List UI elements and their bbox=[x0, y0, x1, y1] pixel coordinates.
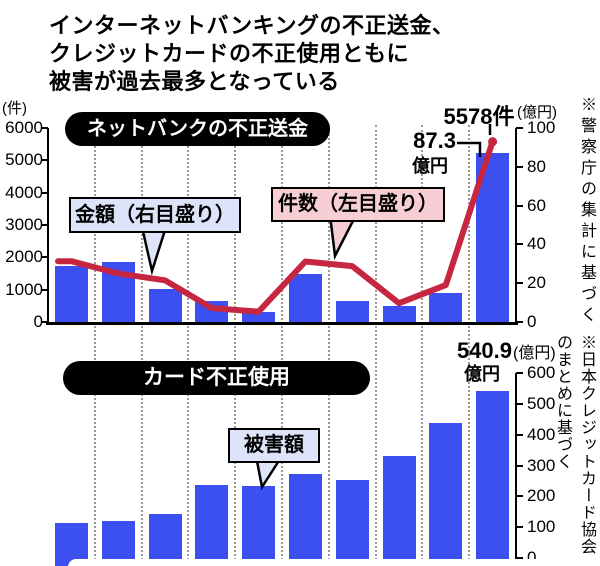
headline-line-1: インターネットバンキングの不正送金、 bbox=[49, 13, 455, 38]
top-right-axis-tick-label: 40 bbox=[527, 234, 546, 254]
bottom-right-axis-unit: (億円) bbox=[513, 345, 556, 362]
left-axis-tick-label: 6000 bbox=[5, 118, 43, 137]
gridline bbox=[234, 125, 237, 560]
bottom-right-axis-tick bbox=[516, 372, 523, 374]
bottom-right-axis-tick-label: 600 bbox=[527, 363, 556, 382]
top-right-axis-tick bbox=[516, 282, 523, 285]
left-axis-tick bbox=[41, 224, 48, 226]
peak-amount-value: 87.3 bbox=[413, 128, 456, 153]
damage-series-callout: 被害額 bbox=[228, 428, 320, 463]
top-right-axis-tick bbox=[516, 204, 523, 207]
left-axis-tick bbox=[41, 256, 48, 259]
gridline bbox=[281, 125, 283, 560]
top-right-axis-tick bbox=[516, 321, 523, 323]
bottom-right-axis-tick-label: 400 bbox=[527, 424, 556, 444]
bottom-bar bbox=[54, 522, 88, 566]
left-axis-tick-label: 5000 bbox=[5, 150, 43, 170]
left-axis-unit: (件) bbox=[2, 100, 27, 117]
bottom-bar bbox=[429, 423, 463, 566]
gridline bbox=[187, 125, 190, 560]
bottom-bar bbox=[288, 473, 322, 566]
gridline bbox=[421, 125, 424, 560]
gridline bbox=[140, 125, 143, 560]
top-right-axis-unit: (億円) bbox=[517, 104, 557, 121]
bottom-bar bbox=[382, 456, 416, 566]
left-axis-tick-label: 2000 bbox=[5, 247, 43, 267]
top-right-axis-tick-label: 80 bbox=[527, 156, 546, 176]
peak-amount-unit: 億円 bbox=[412, 156, 448, 176]
headline-line-3: 被害が過去最多となっている bbox=[49, 69, 340, 94]
left-axis-tick-label: 1000 bbox=[5, 279, 43, 299]
count-series-callout: 件数（左目盛り） bbox=[271, 187, 445, 222]
bottom-right-axis-tick bbox=[516, 433, 523, 436]
headline-line-2: クレジットカードの不正使用ともに bbox=[49, 41, 410, 66]
gridline bbox=[93, 125, 96, 560]
bottom-bar bbox=[242, 485, 276, 566]
bottom-right-axis-tick bbox=[516, 557, 523, 559]
left-axis-tick bbox=[41, 159, 48, 162]
bottom-right-axis-tick-label: 500 bbox=[527, 393, 556, 413]
bottom-bar bbox=[195, 485, 229, 566]
bottom-right-axis-tick bbox=[516, 402, 523, 405]
bottom-peak-value: 540.9 bbox=[456, 338, 512, 363]
bottom-right-axis-tick-label: 200 bbox=[527, 486, 556, 506]
bottom-source-note: ※日本クレジットカード協会のまとめに基づく bbox=[554, 334, 595, 555]
top-right-axis-line bbox=[515, 128, 517, 322]
gridline bbox=[374, 125, 377, 560]
bottom-right-axis-line bbox=[515, 373, 517, 560]
bottom-right-axis-tick-label: 0 bbox=[527, 548, 537, 566]
top-right-axis-tick bbox=[516, 165, 523, 168]
top-right-axis-tick-label: 100 bbox=[527, 118, 556, 137]
bottom-right-axis-tick-label: 300 bbox=[527, 455, 556, 475]
bottom-bar bbox=[476, 391, 510, 566]
bottom-right-axis-tick bbox=[516, 495, 523, 498]
amount-series-callout: 金額（右目盛り） bbox=[69, 197, 241, 233]
bottom-chart-title-pill: カード不正使用 bbox=[63, 361, 370, 395]
bottom-right-axis-tick bbox=[516, 526, 523, 529]
gridline bbox=[327, 125, 330, 560]
left-axis-tick-label: 0 bbox=[33, 312, 43, 331]
top-baseline bbox=[46, 322, 518, 325]
left-axis-tick bbox=[41, 127, 48, 129]
bottom-bar bbox=[335, 479, 369, 566]
top-right-axis-tick-label: 60 bbox=[527, 195, 546, 215]
peak-count-annotation: 5578件 bbox=[443, 104, 515, 129]
headline: インターネットバンキングの不正送金、 クレジットカードの不正使用ともに 被害が過… bbox=[49, 12, 454, 96]
bottom-right-axis-tick-label: 100 bbox=[527, 517, 556, 537]
left-axis-tick-label: 3000 bbox=[5, 215, 43, 234]
left-axis-tick bbox=[41, 321, 48, 323]
top-right-axis-tick bbox=[516, 127, 523, 129]
top-chart-title-pill: ネットバンクの不正送金 bbox=[65, 112, 330, 146]
left-axis-tick bbox=[41, 288, 48, 291]
bottom-bar bbox=[101, 520, 135, 566]
left-axis-tick-label: 4000 bbox=[5, 182, 43, 202]
bottom-crop-strip bbox=[68, 559, 600, 566]
left-axis-tick bbox=[41, 191, 48, 194]
top-right-axis-tick-label: 20 bbox=[527, 273, 546, 293]
left-axis-line bbox=[47, 128, 49, 325]
top-right-axis-tick-label: 0 bbox=[527, 312, 537, 331]
gridline bbox=[468, 125, 471, 560]
top-right-axis-tick bbox=[516, 243, 523, 246]
bottom-bar bbox=[148, 514, 182, 566]
bottom-right-axis-tick bbox=[516, 464, 523, 467]
top-source-note: ※警察庁の集計に基づく bbox=[578, 96, 595, 327]
bottom-peak-unit: 億円 bbox=[464, 364, 500, 384]
top-bar bbox=[242, 312, 276, 324]
